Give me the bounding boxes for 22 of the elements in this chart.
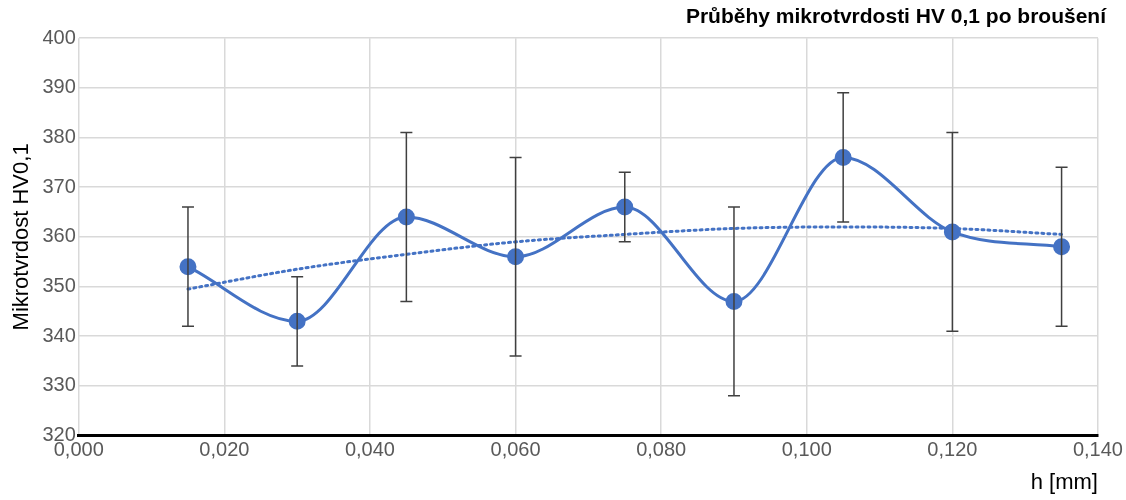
y-tick-label: 350 [42,274,76,297]
y-tick-label: 400 [42,25,76,48]
x-tick-label: 0,120 [927,438,978,461]
x-tick-label: 0,140 [1072,438,1124,461]
x-axis-title: h [mm] [1030,468,1098,494]
y-tick-label: 390 [42,75,76,98]
point [507,248,525,266]
x-tick-label: 0,080 [636,438,687,461]
y-tick-label: 330 [42,373,76,396]
x-tick-label: 0,020 [199,438,250,461]
x-tick-label: 0,040 [344,438,395,461]
point [1053,238,1071,256]
x-tick-label: 0,100 [781,438,832,461]
y-tick-label: 370 [42,174,76,197]
y-tick-label: 340 [42,323,76,346]
y-axis-title: Mikrotvrdost HV0,1 [8,143,34,331]
point [943,223,961,241]
y-tick-label: 360 [42,224,76,247]
chart-title: Průběhy mikrotvrdosti HV 0,1 po broušení [685,4,1108,28]
point [397,208,415,226]
x-tick-label: 0,060 [490,438,541,461]
y-tick-label: 380 [42,125,76,148]
